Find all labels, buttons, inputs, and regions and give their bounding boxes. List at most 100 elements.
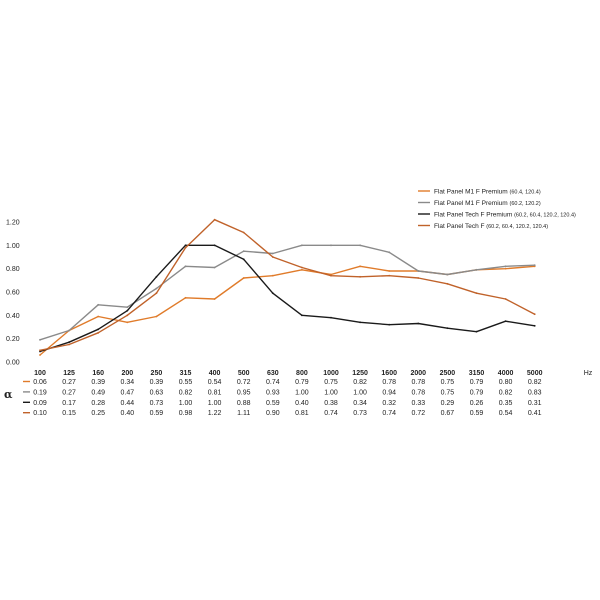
table-cell: 0.15	[62, 410, 76, 417]
table-cell: 0.94	[382, 389, 396, 396]
table-cell: 0.39	[91, 379, 105, 386]
table-cell: 0.75	[441, 389, 455, 396]
data-point	[155, 287, 158, 290]
table-cell: 0.95	[237, 389, 251, 396]
data-point	[475, 330, 478, 333]
table-cell: 1.00	[208, 400, 222, 407]
y-tick-label: 0.80	[6, 266, 20, 273]
data-point	[533, 313, 536, 316]
data-point	[359, 275, 361, 278]
table-cell: 0.29	[441, 400, 455, 407]
table-cell: 0.74	[382, 410, 396, 417]
table-cell: 1.22	[208, 410, 222, 417]
x-tick-label: 400	[209, 370, 221, 377]
table-cell: 0.98	[179, 410, 193, 417]
series-line-1	[39, 265, 535, 356]
data-point	[446, 327, 449, 330]
y-tick-label: 0.00	[6, 360, 20, 367]
data-point	[97, 331, 100, 334]
table-cell: 0.49	[91, 389, 105, 396]
alpha-symbol: α	[4, 388, 13, 401]
table-cell: 0.59	[150, 410, 164, 417]
table-cell: 0.75	[441, 379, 455, 386]
table-cell: 0.10	[33, 410, 47, 417]
data-point	[504, 267, 507, 270]
table-cell: 0.54	[208, 379, 222, 386]
data-point	[271, 252, 274, 255]
data-point	[533, 324, 536, 327]
table-cell: 0.34	[353, 400, 367, 407]
legend-entry: Flat Panel M1 F Premium (60.2, 120.2)	[434, 200, 541, 207]
table-cell: 0.54	[499, 410, 513, 417]
table-cell: 0.34	[120, 379, 134, 386]
data-point	[359, 244, 361, 247]
table-cell: 0.82	[499, 389, 513, 396]
table-cell: 0.17	[62, 400, 76, 407]
data-point	[388, 323, 391, 326]
table-cell: 0.88	[237, 400, 251, 407]
y-tick-label: 0.60	[6, 290, 20, 297]
x-tick-label: 1000	[323, 370, 339, 377]
table-cell: 0.80	[499, 379, 513, 386]
x-tick-label: 500	[238, 370, 250, 377]
x-tick-label: 200	[121, 370, 133, 377]
x-tick-label: 160	[92, 370, 104, 377]
table-cell: 0.81	[208, 389, 222, 396]
table-cell: 0.32	[382, 400, 396, 407]
data-point	[213, 218, 216, 221]
table-cell: 0.06	[33, 379, 47, 386]
data-point	[155, 275, 158, 278]
data-point	[126, 321, 129, 324]
data-point	[242, 231, 245, 234]
x-tick-label: 1250	[352, 370, 368, 377]
series-line-2	[39, 244, 535, 341]
data-point	[242, 258, 245, 261]
table-cell: 0.19	[33, 389, 47, 396]
x-tick-label: 2000	[411, 370, 427, 377]
data-point	[39, 338, 41, 341]
data-point	[271, 292, 274, 295]
table-cell: 0.83	[528, 389, 542, 396]
x-tick-label: 125	[63, 370, 75, 377]
data-point	[213, 298, 216, 300]
table-cell: 0.25	[91, 410, 105, 417]
data-point	[155, 315, 158, 318]
data-point	[97, 315, 100, 318]
table-cell: 0.72	[411, 410, 425, 417]
x-tick-label: 4000	[498, 370, 514, 377]
data-point	[213, 266, 216, 269]
data-point	[68, 329, 70, 332]
table-cell: 0.47	[120, 389, 134, 396]
data-point	[388, 270, 391, 272]
x-tick-label: 5000	[527, 370, 543, 377]
data-point	[68, 343, 70, 346]
data-point	[126, 314, 129, 317]
table-cell: 0.39	[150, 379, 164, 386]
data-point	[475, 292, 478, 295]
data-point	[126, 306, 129, 309]
data-point	[504, 298, 507, 300]
table-cell: 0.79	[295, 379, 309, 386]
table-cell: 0.40	[120, 410, 134, 417]
y-tick-label: 1.00	[6, 243, 20, 250]
data-point	[184, 246, 187, 249]
data-point	[446, 282, 449, 285]
table-cell: 0.72	[237, 379, 251, 386]
table-cell: 0.55	[179, 379, 193, 386]
table-cell: 0.75	[324, 379, 338, 386]
data-point	[184, 265, 187, 268]
table-cell: 0.27	[62, 389, 76, 396]
table-cell: 0.74	[324, 410, 338, 417]
table-cell: 0.73	[353, 410, 367, 417]
legend-entry: Flat Panel M1 F Premium (60.4, 120.4)	[434, 188, 541, 195]
table-cell: 1.00	[179, 400, 193, 407]
table-cell: 0.79	[470, 379, 484, 386]
table-cell: 0.27	[62, 379, 76, 386]
data-point	[213, 244, 216, 247]
legend-entry: Flat Panel Tech F Premium (60.2, 60.4, 1…	[434, 211, 576, 218]
data-point	[504, 265, 507, 268]
table-cell: 0.82	[528, 379, 542, 386]
data-point	[417, 322, 420, 325]
data-point	[184, 244, 187, 247]
data-point	[301, 314, 303, 317]
